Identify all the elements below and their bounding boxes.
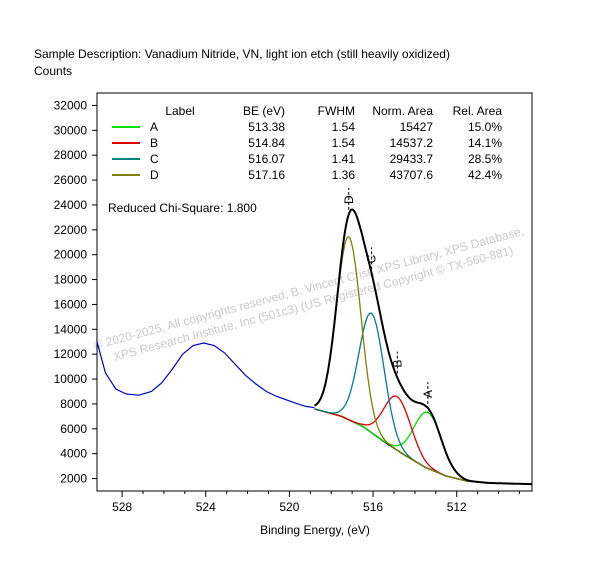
legend-cell: 14.1% [468,136,502,150]
copyright-watermark: © 2020-2025, All copyrights reserved, B.… [92,224,525,364]
watermark-line-1: © 2020-2025, All copyrights reserved, B.… [92,224,525,353]
watermark-line-2: XPS Research Institute, Inc (501c3) (US … [112,243,515,364]
y-tick-label: 12000 [54,347,88,361]
legend-cell: 517.16 [248,168,285,182]
y-tick-label: 2000 [60,472,87,486]
legend-cell: 1.54 [332,120,356,134]
legend-cell: 1.54 [332,136,356,150]
chart-title: Sample Description: Vanadium Nitride, VN… [34,47,450,61]
y-tick-label: 4000 [60,447,87,461]
legend-cell: 29433.7 [390,152,434,166]
legend-cell: 514.84 [248,136,285,150]
legend-cell: 43707.6 [390,168,434,182]
legend-cell: 28.5% [468,152,502,166]
raw-spectrum-line [96,341,315,409]
y-tick-label: 28000 [54,148,88,162]
y-tick-label: 8000 [60,397,87,411]
legend-cell: 1.36 [332,168,356,182]
y-tick-label: 16000 [54,297,88,311]
legend-header: Rel. Area [453,104,503,118]
peak-a-line [314,408,533,485]
legend-cell: C [150,152,159,166]
chi-square-label: Reduced Chi-Square: 1.800 [108,201,257,215]
legend-cell: A [150,120,158,134]
plot-frame [96,92,533,492]
background-line [314,408,533,485]
x-axis-label: Binding Energy, (eV) [260,523,370,537]
peak-b-label: B [390,360,404,368]
x-tick-label: 512 [447,500,467,514]
peak-c-label: C [365,254,379,263]
x-tick-label: 528 [112,500,132,514]
legend-cell: 42.4% [468,168,502,182]
legend-header: Norm. Area [372,104,433,118]
peak-b-line [314,395,533,485]
legend-cell: 15.0% [468,120,502,134]
legend-header: FWHM [318,104,355,118]
legend-header: BE (eV) [243,104,285,118]
x-tick-label: 520 [279,500,299,514]
x-tick-label: 524 [196,500,216,514]
y-tick-label: 30000 [54,123,88,137]
legend-cell: 1.41 [332,152,356,166]
envelope-line [313,208,533,486]
peak-a-label: A [421,390,435,398]
legend-cell: B [150,136,158,150]
legend-header: Label [165,104,194,118]
legend-cell: 15427 [400,120,434,134]
legend: Label BE (eV) FWHM Norm. Area Rel. Area A 513.… [112,104,502,182]
y-tick-label: 24000 [54,198,88,212]
peak-d-label: D [342,195,356,204]
legend-cell: 513.38 [248,120,285,134]
legend-cell: D [150,168,159,182]
legend-cell: 14537.2 [390,136,434,150]
y-tick-label: 14000 [54,322,88,336]
y-tick-label: 18000 [54,273,88,287]
y-tick-label: 10000 [54,372,88,386]
y-tick-label: 20000 [54,248,88,262]
x-tick-label: 516 [363,500,383,514]
y-axis-label: Counts [34,64,72,78]
plot-area: 2000 4000 6000 8000 10000 12000 14000 16000 1800… [54,92,533,514]
y-tick-label: 6000 [60,422,87,436]
legend-cell: 516.07 [248,152,285,166]
y-tick-label: 26000 [54,173,88,187]
y-tick-label: 22000 [54,223,88,237]
y-tick-label: 32000 [54,98,88,112]
